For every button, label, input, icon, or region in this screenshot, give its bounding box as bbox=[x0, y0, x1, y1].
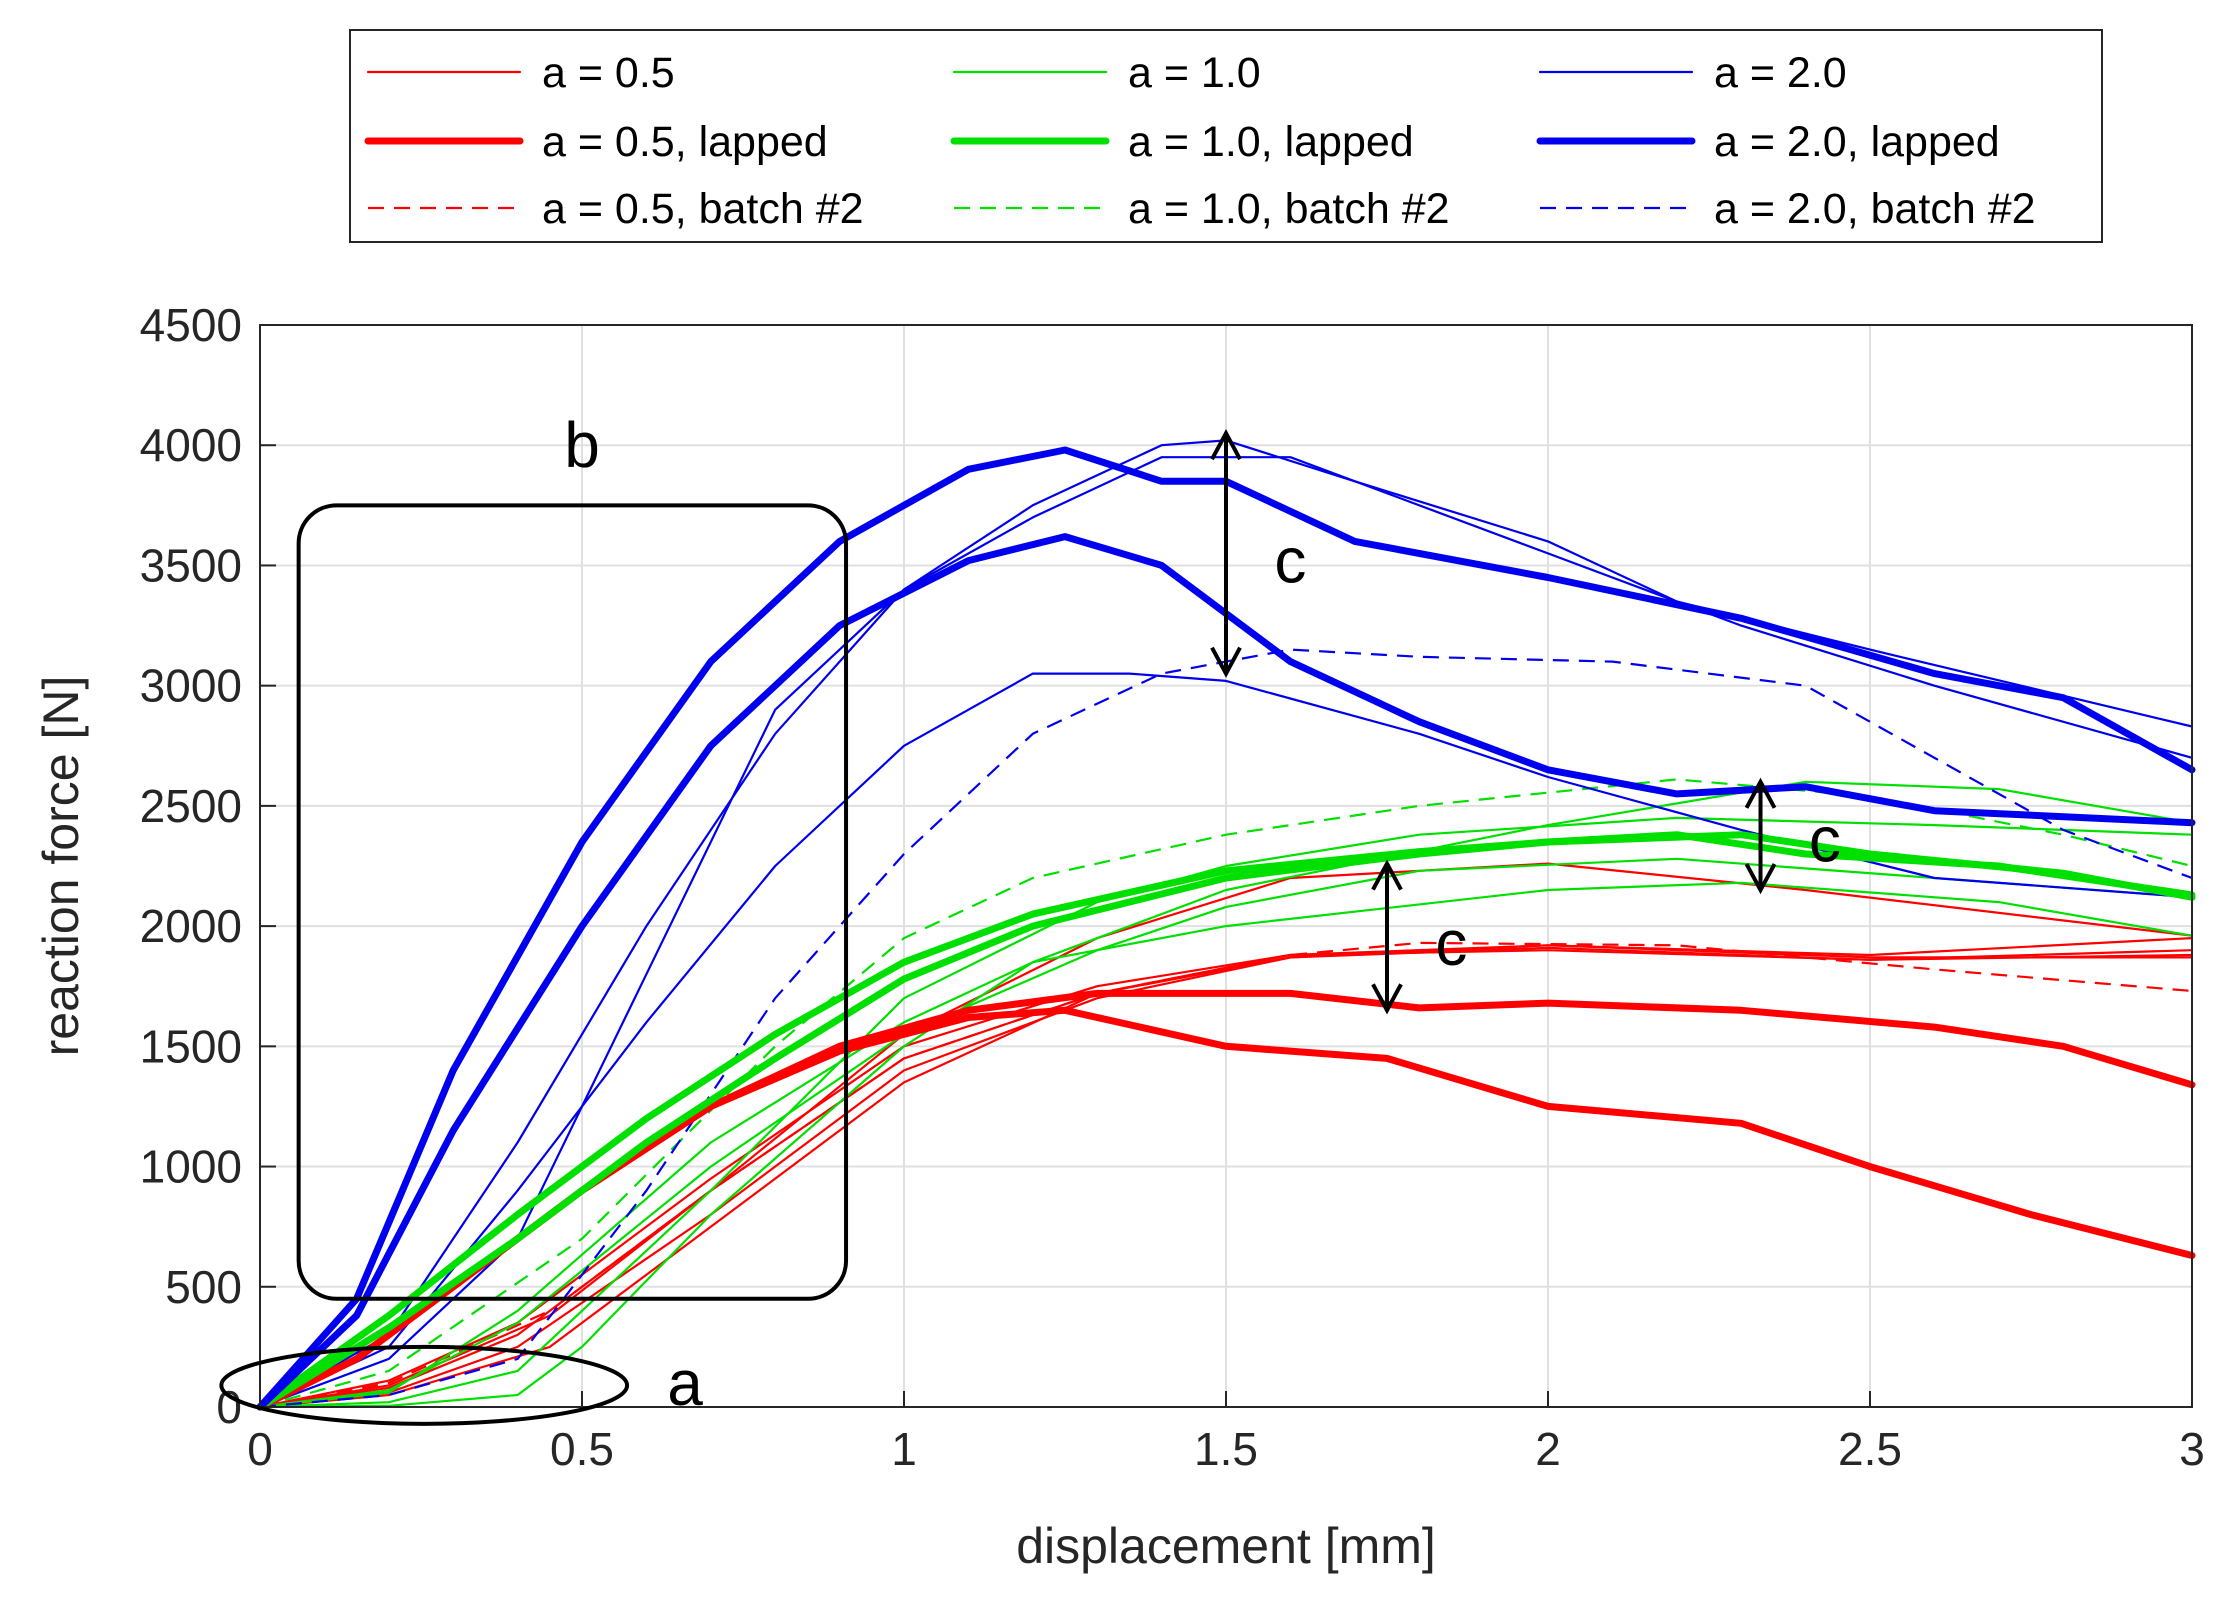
x-tick-label: 3 bbox=[2179, 1423, 2205, 1475]
legend-label: a = 2.0, lapped bbox=[1714, 118, 2000, 166]
annotation-arrow-head-top bbox=[1371, 859, 1403, 891]
series-line-a-1-0-lapped bbox=[256, 831, 2196, 1411]
annotations: a b c c c bbox=[219, 409, 1841, 1426]
y-tick-label: 3500 bbox=[140, 539, 242, 591]
y-tick-label: 1000 bbox=[140, 1141, 242, 1193]
annotation-label-c: c bbox=[1274, 525, 1306, 597]
legend-label: a = 0.5, batch #2 bbox=[542, 185, 864, 233]
legend: a = 0.5 a = 1.0 a = 2.0 a = 0.5, lapped a = … bbox=[349, 29, 2103, 243]
annotation-ellipse bbox=[219, 1344, 630, 1426]
x-axis-label: displacement [mm] bbox=[1016, 1518, 1436, 1574]
x-tick-label: 2.5 bbox=[1838, 1423, 1902, 1475]
annotation-arrow-head-top bbox=[1744, 777, 1777, 809]
series-line-a-0-5 bbox=[258, 862, 2194, 1409]
x-tick-label: 0.5 bbox=[550, 1423, 614, 1475]
annotation-arrow-head-bottom bbox=[1744, 863, 1777, 895]
x-tick-label: 1.5 bbox=[1194, 1423, 1258, 1475]
series-line-a-1-0 bbox=[258, 780, 2194, 1409]
y-tick-label: 2000 bbox=[140, 900, 242, 952]
tick-labels: 0 0.5 1 1.5 2 2.5 3050010001500200025003000350… bbox=[140, 299, 2205, 1475]
annotation-label-a: a bbox=[667, 1347, 703, 1419]
series-line-a-0-5 bbox=[258, 949, 2194, 1409]
annotation-label-c: c bbox=[1435, 907, 1467, 979]
legend-label: a = 2.0, batch #2 bbox=[1714, 185, 2036, 233]
x-tick-label: 2 bbox=[1535, 1423, 1561, 1475]
annotation-arrow-head-bottom bbox=[1210, 646, 1242, 678]
legend-box bbox=[349, 29, 2103, 243]
annotation-arrow-head-bottom bbox=[1371, 983, 1403, 1015]
series-line-a-2-0-batch-2 bbox=[259, 648, 2193, 1409]
legend-label: a = 0.5 bbox=[542, 49, 675, 97]
series-group bbox=[256, 439, 2196, 1411]
legend-label: a = 1.0, lapped bbox=[1128, 118, 1414, 166]
y-tick-label: 4500 bbox=[140, 299, 242, 351]
series-line-a-2-0 bbox=[258, 439, 2194, 1409]
annotation-box bbox=[296, 503, 849, 1301]
y-tick-label: 500 bbox=[165, 1261, 242, 1313]
series-line-a-1-0-lapped bbox=[256, 831, 2196, 1411]
series-line-a-2-0-lapped bbox=[256, 533, 2196, 1411]
x-tick-label: 0 bbox=[247, 1423, 273, 1475]
y-axis-label: reaction force [N] bbox=[33, 676, 89, 1057]
series-line-a-2-0-lapped bbox=[256, 446, 2196, 1411]
x-tick-label: 1 bbox=[891, 1423, 917, 1475]
series-line-a-0-5 bbox=[258, 944, 2194, 1409]
annotation-label-c: c bbox=[1809, 804, 1841, 876]
y-tick-label: 4000 bbox=[140, 419, 242, 471]
y-tick-label: 1500 bbox=[140, 1020, 242, 1072]
legend-label: a = 2.0 bbox=[1714, 49, 1847, 97]
legend-label: a = 0.5, lapped bbox=[542, 118, 828, 166]
annotation-label-b: b bbox=[564, 409, 600, 481]
y-tick-label: 3000 bbox=[140, 660, 242, 712]
legend-label: a = 1.0, batch #2 bbox=[1128, 185, 1450, 233]
series-line-a-2-0 bbox=[258, 672, 2194, 1409]
legend-label: a = 1.0 bbox=[1128, 49, 1261, 97]
series-line-a-1-0 bbox=[258, 881, 2194, 1409]
y-tick-label: 2500 bbox=[140, 780, 242, 832]
annotation-arrow-head-top bbox=[1210, 428, 1242, 461]
series-line-a-1-0 bbox=[258, 857, 2194, 1409]
